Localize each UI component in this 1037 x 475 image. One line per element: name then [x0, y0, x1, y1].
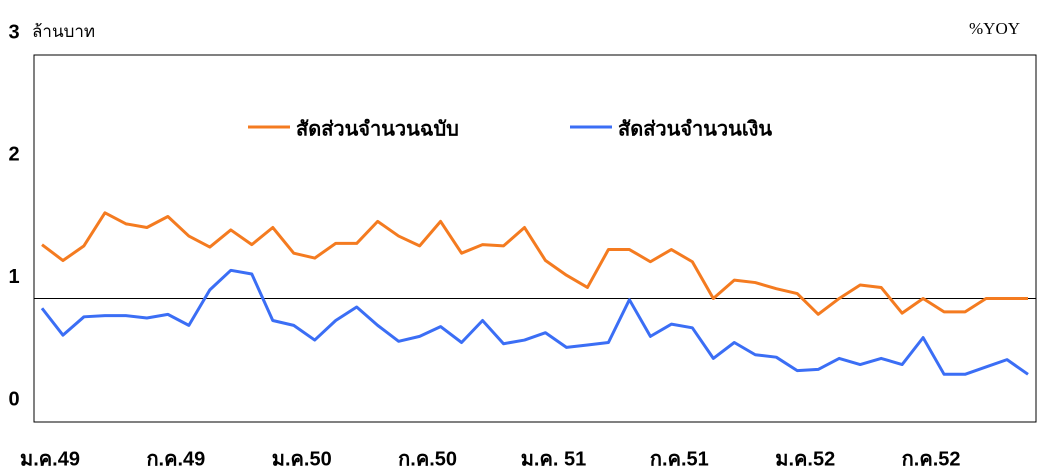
x-tick-label: ก.ค.52: [902, 448, 961, 470]
x-tick-label: ก.ค.51: [650, 448, 709, 470]
series-line: [41, 211, 1028, 316]
y-tick-label: 3: [8, 21, 19, 43]
x-tick-label: ก.ค.49: [146, 448, 205, 470]
x-tick-label: ม.ค.49: [20, 448, 80, 470]
legend-label: สัดส่วนจำนวนฉบับ: [296, 118, 459, 140]
y-tick-label: 1: [8, 266, 19, 288]
x-tick-label: ก.ค.50: [398, 448, 457, 470]
x-tick-label: ม.ค.52: [775, 448, 835, 470]
x-tick-label: ม.ค. 51: [521, 448, 586, 470]
x-tick-label: ม.ค.50: [272, 448, 332, 470]
y2-axis-label: %YOY: [969, 19, 1020, 38]
series-line: [40, 268, 1029, 376]
plot-frame: [33, 54, 1037, 423]
y-tick-label: 2: [8, 144, 19, 166]
legend-label: สัดส่วนจำนวนเงิน: [618, 118, 772, 140]
y-tick-label: 0: [8, 388, 19, 410]
y-axis-label: ล้านบาท: [32, 22, 95, 41]
